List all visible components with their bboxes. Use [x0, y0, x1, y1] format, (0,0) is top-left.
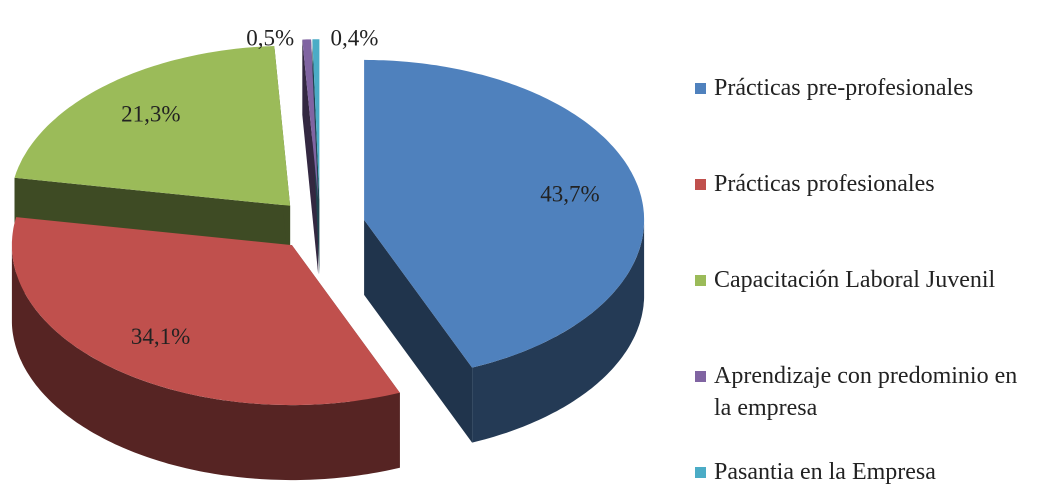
legend-label: Aprendizaje con predominio en la empresa — [714, 363, 1018, 421]
legend-item: Capacitación Laboral Juvenil — [695, 264, 1024, 296]
legend-swatch — [695, 467, 706, 478]
data-label: 43,7% — [540, 182, 599, 207]
legend-item: Prácticas profesionales — [695, 168, 1024, 200]
slice — [11, 217, 400, 406]
legend-item: Prácticas pre-profesionales — [695, 72, 1024, 104]
slice-side — [11, 245, 400, 481]
legend: Prácticas pre-profesionales Prácticas pro… — [695, 0, 1040, 496]
data-label: 0,5% — [246, 25, 294, 50]
chart: 43,7% 34,1% 21,3% 0,5% 0,4% — [11, 25, 645, 481]
legend-label: Prácticas profesionales — [714, 171, 935, 197]
legend-swatch — [695, 179, 706, 190]
slice-wall — [302, 39, 319, 275]
data-label: 34,1% — [131, 324, 190, 349]
legend-swatch — [695, 275, 706, 286]
slice — [302, 39, 319, 200]
legend-swatch — [695, 371, 706, 382]
data-label: 21,3% — [121, 101, 180, 126]
slice — [14, 46, 291, 206]
legend-item: Aprendizaje con predominio en la empresa — [695, 360, 1024, 424]
legend-label: Capacitación Laboral Juvenil — [714, 267, 996, 293]
legend-label: Prácticas pre-profesionales — [714, 75, 974, 101]
legend-item: Pasantia en la Empresa — [695, 456, 1024, 488]
legend-swatch — [695, 83, 706, 94]
slice — [364, 59, 645, 368]
slice-side — [472, 219, 645, 443]
legend-label: Pasantia en la Empresa — [714, 459, 936, 485]
slice-wall — [364, 219, 473, 443]
slice — [312, 39, 320, 200]
data-label: 0,4% — [330, 25, 378, 50]
